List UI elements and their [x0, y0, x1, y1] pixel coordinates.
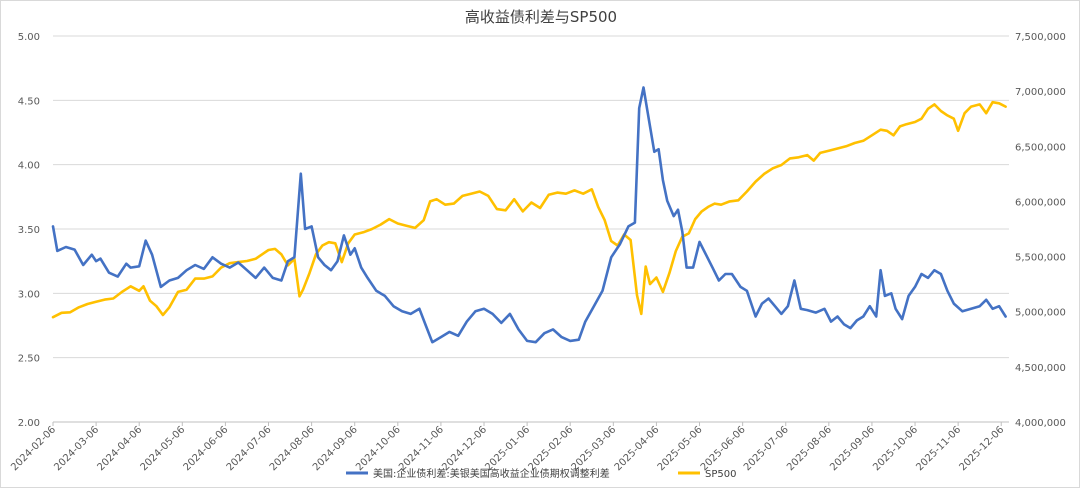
- right-axis: 4,000,000 4,500,000 5,000,000 5,500,000 6,00…: [1015, 32, 1066, 429]
- x-tick-label: 2024-03-06: [52, 424, 101, 473]
- x-tick-label: 2024-08-06: [268, 424, 317, 473]
- right-tick-label: 6,000,000: [1015, 197, 1066, 208]
- legend-label: SP500: [705, 469, 736, 480]
- x-tick-label: 2024-06-06: [182, 424, 231, 473]
- series-layer: [51, 86, 1007, 344]
- x-tick-label: 2024-11-06: [397, 424, 446, 473]
- left-tick-label: 4.00: [18, 161, 40, 172]
- legend: 美国:企业债利差:美银美国高收益企业债期权调整利差 SP500: [346, 467, 736, 480]
- left-tick-label: 3.00: [18, 289, 40, 300]
- x-tick-label: 2024-09-06: [311, 424, 360, 473]
- legend-label: 美国:企业债利差:美银美国高收益企业债期权调整利差: [373, 467, 610, 480]
- series-line-sp500: [51, 100, 1007, 319]
- left-tick-label: 4.50: [18, 96, 40, 107]
- x-tick-label: 2025-07-06: [742, 424, 791, 473]
- x-tick-label: 2025-05-06: [656, 424, 705, 473]
- right-tick-label: 7,500,000: [1015, 32, 1066, 43]
- left-tick-label: 2.50: [18, 354, 40, 365]
- x-tick-label: 2025-09-06: [828, 424, 877, 473]
- left-axis: 2.00 2.50 3.00 3.50 4.00 4.50 5.00: [18, 32, 40, 429]
- x-tick-label: 2024-05-06: [139, 424, 188, 473]
- left-tick-label: 2.00: [18, 418, 40, 429]
- x-tick-label: 2024-04-06: [95, 424, 144, 473]
- series-line-spread: [51, 86, 1007, 344]
- x-tick-label: 2024-07-06: [225, 424, 274, 473]
- x-axis: 2024-02-062024-03-062024-04-062024-05-06…: [9, 421, 1009, 473]
- x-tick-label: 2024-10-06: [354, 424, 403, 473]
- chart-title: 高收益债利差与SP500: [465, 8, 617, 26]
- right-tick-label: 5,000,000: [1015, 308, 1066, 319]
- x-tick-label: 2024-12-06: [440, 424, 489, 473]
- x-tick-label: 2024-02-06: [9, 424, 58, 473]
- left-tick-label: 5.00: [18, 32, 40, 43]
- right-tick-label: 4,000,000: [1015, 418, 1066, 429]
- x-tick-label: 2025-11-06: [914, 424, 963, 473]
- right-tick-label: 4,500,000: [1015, 363, 1066, 374]
- right-tick-label: 5,500,000: [1015, 253, 1066, 264]
- x-tick-label: 2025-03-06: [570, 424, 619, 473]
- x-tick-label: 2025-06-06: [699, 424, 748, 473]
- gridlines: [53, 35, 1009, 423]
- right-tick-label: 6,500,000: [1015, 142, 1066, 153]
- x-tick-label: 2025-04-06: [613, 424, 662, 473]
- x-tick-label: 2025-01-06: [483, 424, 532, 473]
- left-tick-label: 3.50: [18, 225, 40, 236]
- x-tick-label: 2025-10-06: [871, 424, 920, 473]
- x-tick-label: 2025-12-06: [957, 424, 1006, 473]
- right-tick-label: 7,000,000: [1015, 87, 1066, 98]
- x-tick-label: 2025-08-06: [785, 424, 834, 473]
- x-tick-label: 2025-02-06: [526, 424, 575, 473]
